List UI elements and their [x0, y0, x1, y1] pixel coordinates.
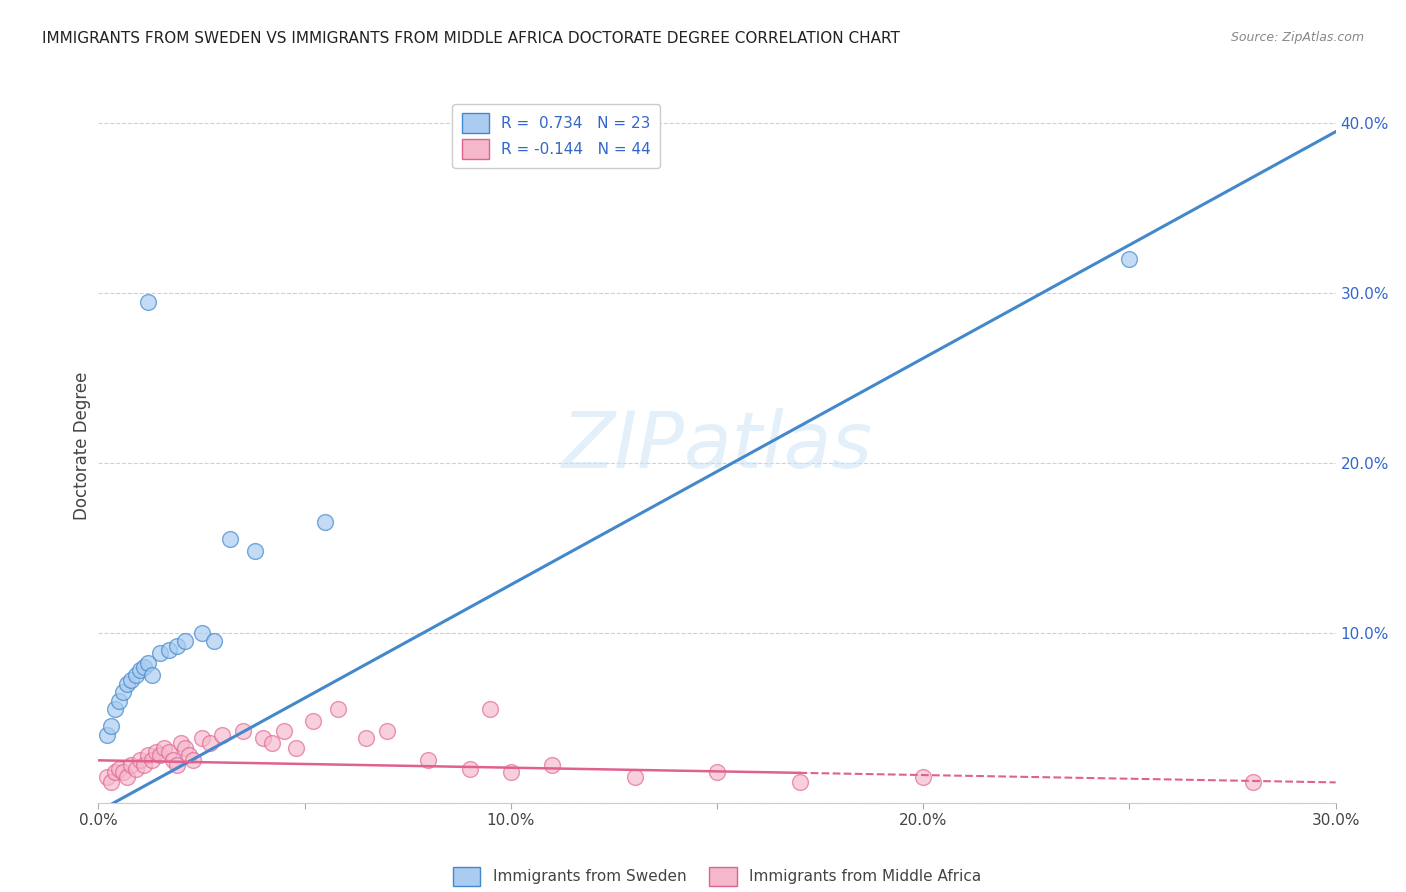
Point	[375, 724, 398, 739]
Point	[112, 685, 135, 699]
Point	[181, 753, 204, 767]
Point	[128, 663, 150, 677]
Point	[132, 660, 155, 674]
Point	[124, 668, 146, 682]
Point	[1241, 775, 1264, 789]
Point	[418, 753, 440, 767]
Point	[136, 294, 159, 309]
Point	[96, 728, 118, 742]
Point	[149, 646, 172, 660]
Point	[174, 741, 197, 756]
Point	[157, 745, 180, 759]
Point	[499, 765, 522, 780]
Point	[243, 544, 266, 558]
Point	[302, 714, 325, 729]
Point	[162, 753, 184, 767]
Legend: Immigrants from Sweden, Immigrants from Middle Africa: Immigrants from Sweden, Immigrants from …	[447, 861, 987, 892]
Point	[141, 753, 163, 767]
Point	[326, 702, 349, 716]
Point	[260, 736, 283, 750]
Point	[273, 724, 295, 739]
Point	[252, 731, 274, 746]
Point	[136, 748, 159, 763]
Point	[149, 748, 172, 763]
Point	[219, 533, 242, 547]
Y-axis label: Doctorate Degree: Doctorate Degree	[73, 372, 91, 520]
Point	[112, 765, 135, 780]
Point	[198, 736, 221, 750]
Point	[285, 741, 308, 756]
Point	[141, 668, 163, 682]
Point	[623, 770, 645, 784]
Point	[166, 640, 188, 654]
Point	[136, 657, 159, 671]
Point	[356, 731, 378, 746]
Point	[100, 719, 122, 733]
Point	[124, 762, 146, 776]
Point	[541, 758, 564, 772]
Point	[120, 758, 142, 772]
Point	[202, 634, 225, 648]
Point	[132, 758, 155, 772]
Point	[157, 643, 180, 657]
Point	[789, 775, 811, 789]
Point	[170, 736, 193, 750]
Point	[100, 775, 122, 789]
Point	[104, 765, 127, 780]
Point	[314, 516, 336, 530]
Point	[120, 673, 142, 688]
Point	[190, 626, 212, 640]
Point	[232, 724, 254, 739]
Point	[117, 677, 139, 691]
Point	[117, 770, 139, 784]
Text: Source: ZipAtlas.com: Source: ZipAtlas.com	[1230, 31, 1364, 45]
Point	[96, 770, 118, 784]
Point	[179, 748, 201, 763]
Point	[108, 762, 131, 776]
Point	[458, 762, 481, 776]
Point	[1118, 252, 1140, 266]
Point	[190, 731, 212, 746]
Point	[166, 758, 188, 772]
Point	[912, 770, 935, 784]
Text: ZIPatlas: ZIPatlas	[561, 408, 873, 484]
Point	[174, 634, 197, 648]
Text: IMMIGRANTS FROM SWEDEN VS IMMIGRANTS FROM MIDDLE AFRICA DOCTORATE DEGREE CORRELA: IMMIGRANTS FROM SWEDEN VS IMMIGRANTS FRO…	[42, 31, 900, 46]
Point	[153, 741, 176, 756]
Point	[104, 702, 127, 716]
Point	[211, 728, 233, 742]
Point	[706, 765, 728, 780]
Point	[145, 745, 167, 759]
Point	[108, 694, 131, 708]
Point	[479, 702, 502, 716]
Point	[128, 753, 150, 767]
